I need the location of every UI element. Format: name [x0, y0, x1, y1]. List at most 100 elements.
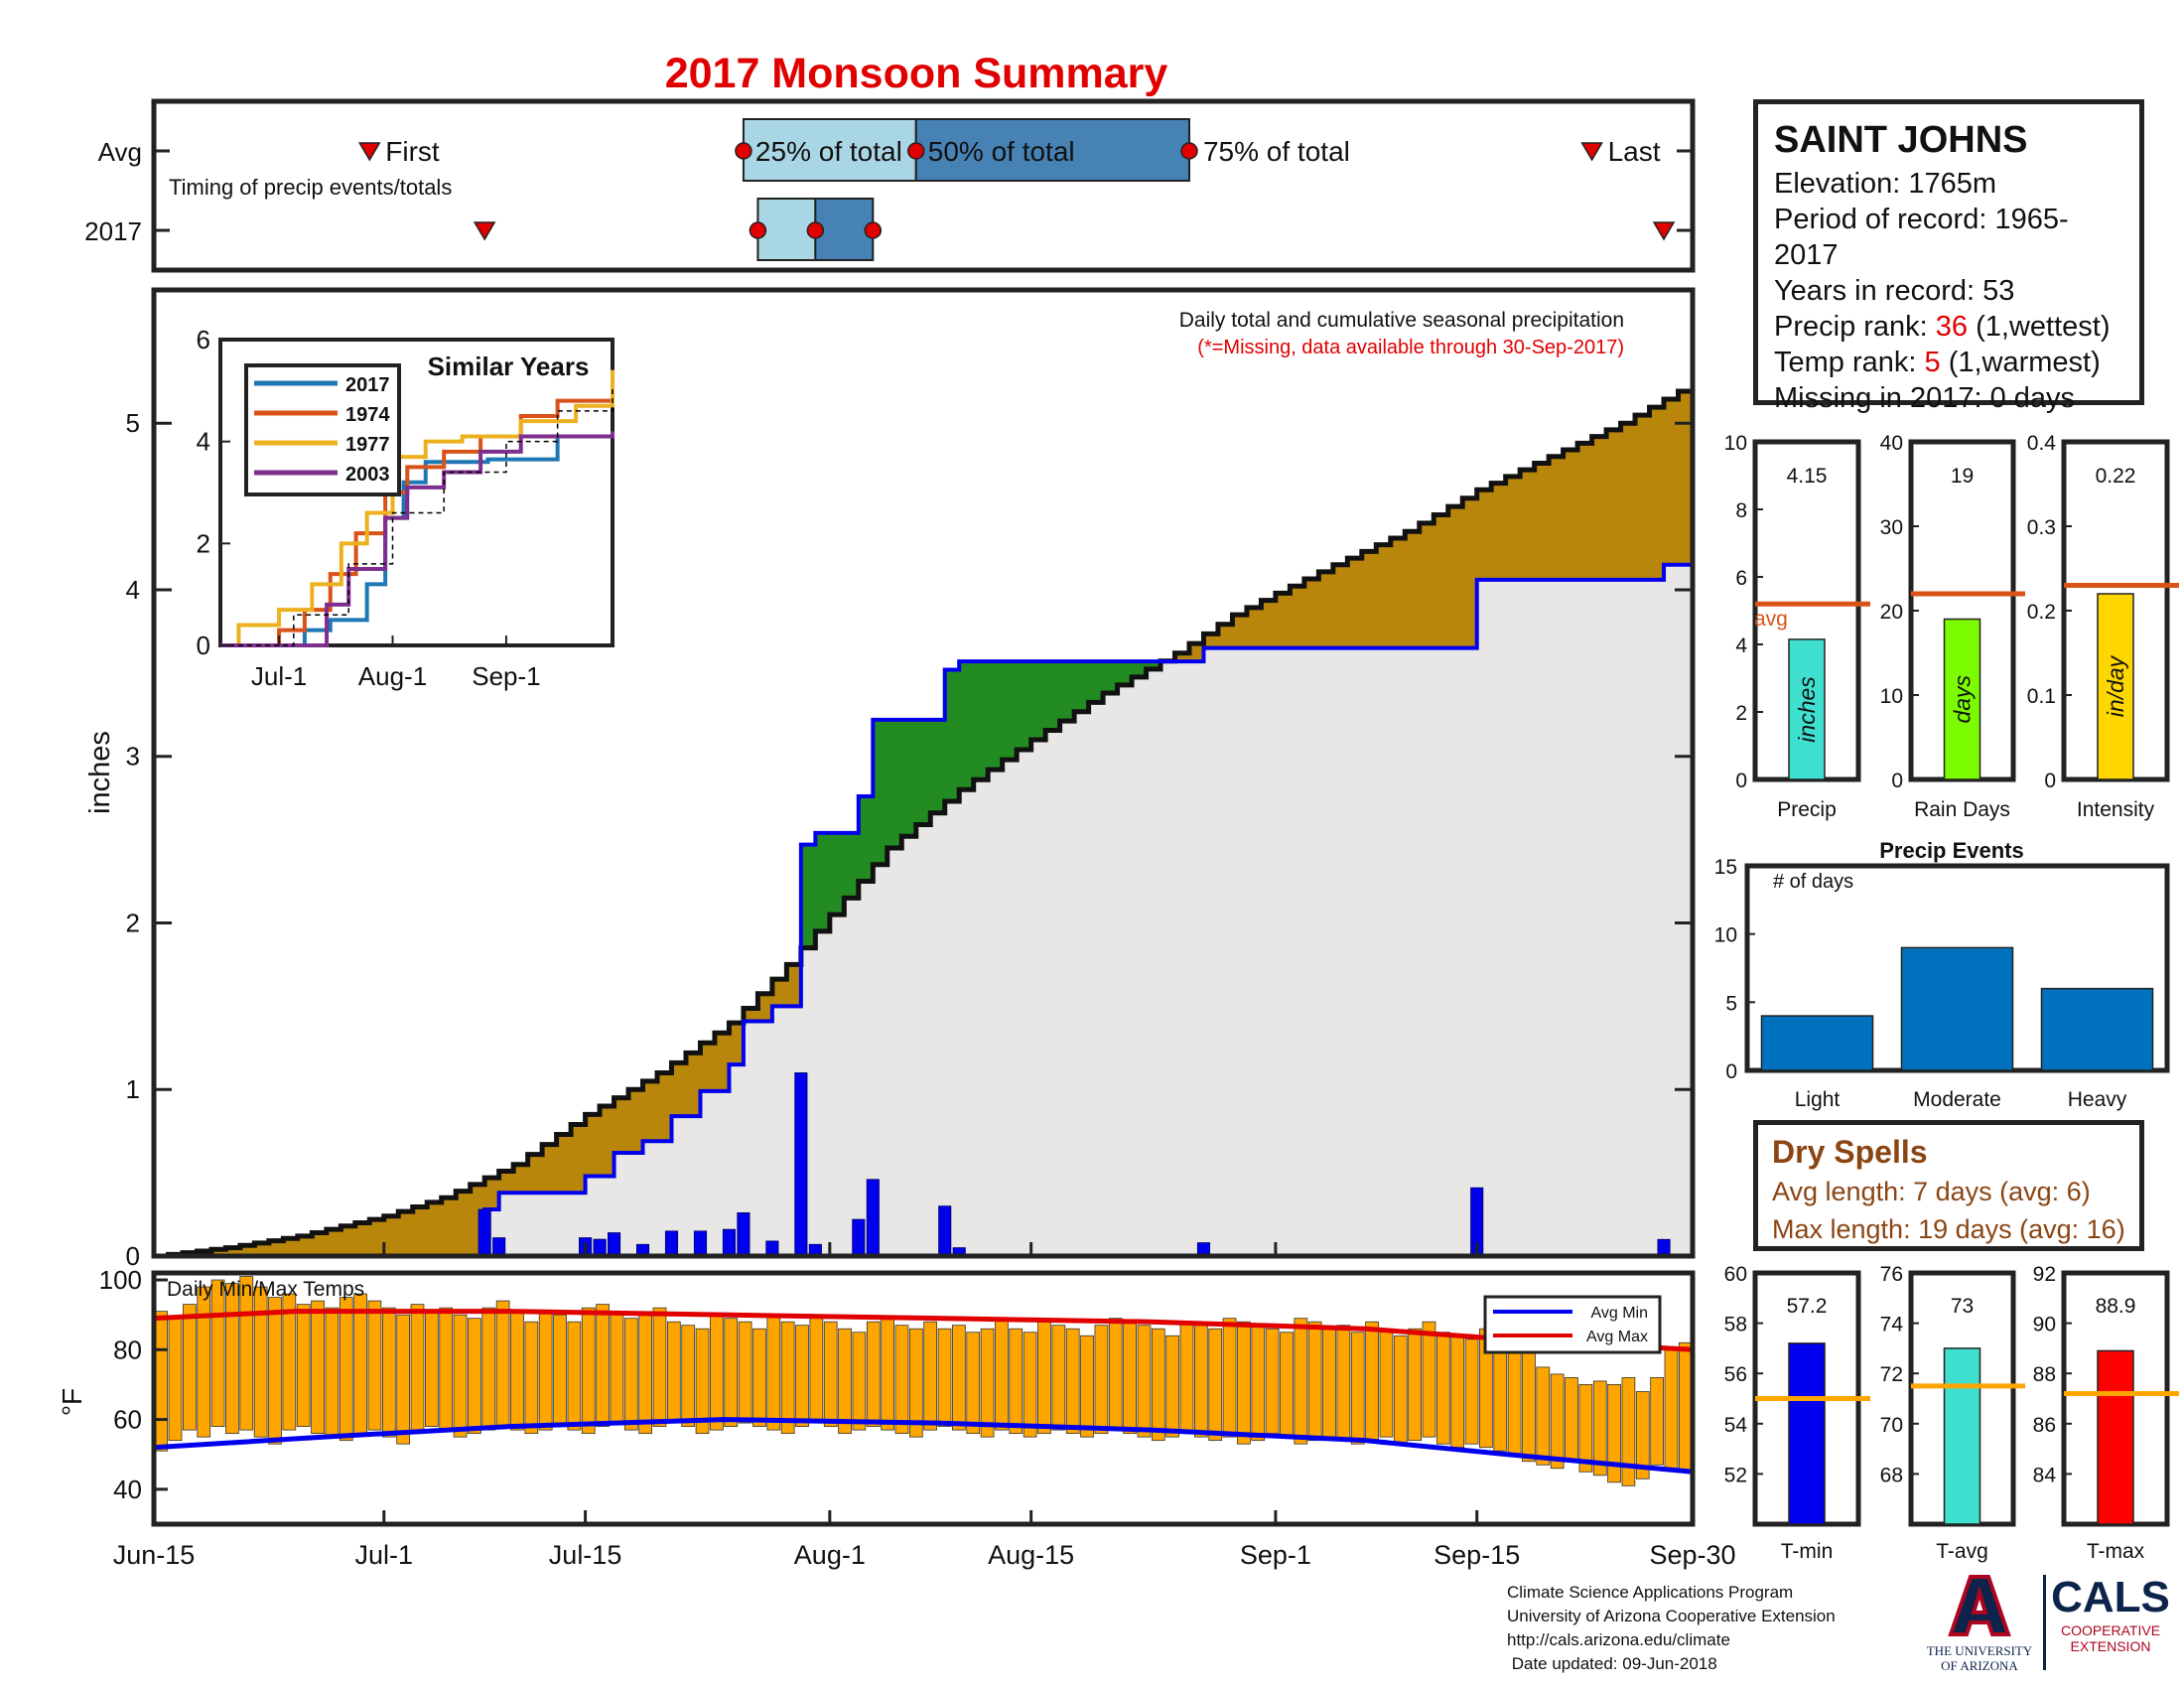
pct50-label: 50% of total — [928, 136, 1075, 167]
ua-text-2: OF ARIZONA — [1941, 1658, 2018, 1673]
dry-spells-max: Max length: 19 days (avg: 16) — [1772, 1214, 2125, 1244]
daily-temp-bar — [838, 1328, 852, 1435]
cumulative-precip-panel: 0 1 2 3 4 5 inches Daily total and cumulative s… — [84, 287, 1696, 1271]
main-header: Daily total and cumulative seasonal prec… — [1179, 309, 1624, 332]
tsum-category-label: T-min — [1781, 1540, 1834, 1563]
daily-temp-bar — [1294, 1318, 1308, 1445]
daily-temp-bar — [766, 1314, 781, 1431]
tsum-value-label: 73 — [1951, 1295, 1974, 1318]
daily-temp-bar — [339, 1297, 353, 1442]
avg-first-marker — [357, 142, 381, 162]
daily-precip-bar — [492, 1237, 506, 1257]
tsum-ytick-label: 86 — [2033, 1414, 2056, 1437]
daily-temp-bar — [1464, 1338, 1479, 1445]
years-label: Years in record: 53 — [1774, 275, 2015, 307]
date-xtick-label: Jun-15 — [113, 1540, 196, 1570]
dry-spells-box: Dry Spells Avg length: 7 days (avg: 6) M… — [1753, 1120, 2144, 1251]
avg-box-25-50 — [742, 118, 917, 182]
inset-legend-label: 1974 — [345, 404, 390, 426]
daily-temp-bar — [183, 1304, 197, 1431]
daily-precip-bar — [866, 1179, 880, 1257]
daily-temp-bar — [1379, 1328, 1394, 1438]
pct75-label: 75% of total — [1203, 136, 1350, 167]
temp-rank-suffix: (1,warmest) — [1940, 347, 2101, 378]
daily-temp-bar — [311, 1300, 325, 1435]
daily-temp-bar — [1307, 1321, 1322, 1442]
mini-value-label: 0.22 — [2096, 465, 2136, 488]
daily-temp-bar — [710, 1314, 724, 1431]
cumulative-2017-line — [154, 562, 1693, 1258]
daily-temp-bar — [495, 1300, 510, 1428]
tsum-ytick-label: 54 — [1724, 1414, 1748, 1437]
daily-temp-bar — [1678, 1341, 1693, 1473]
daily-temp-bar — [1578, 1384, 1593, 1473]
daily-temp-bar — [282, 1293, 297, 1431]
tsum-value-bar-2 — [2097, 1349, 2134, 1525]
daily-temp-bar — [1650, 1377, 1664, 1466]
event-category-label: Moderate — [1913, 1088, 2001, 1111]
daily-precip-bar — [1657, 1238, 1671, 1257]
avg-last-marker — [1580, 142, 1603, 162]
daily-temp-bar — [381, 1307, 396, 1438]
daily-temp-bar — [596, 1304, 610, 1428]
daily-temp-bar — [1208, 1328, 1223, 1442]
mini-ytick-label: 0.1 — [2027, 685, 2056, 708]
daily-precip-bar — [737, 1211, 751, 1257]
daily-temp-bar — [1507, 1341, 1522, 1456]
daily-precip-bar — [664, 1230, 679, 1257]
main-ytick-label: 2 — [126, 908, 140, 937]
daily-temp-bar — [980, 1328, 995, 1438]
daily-temp-bar — [1065, 1328, 1080, 1435]
mini-ytick-label: 30 — [1880, 516, 1903, 539]
mini-value-label: 19 — [1951, 465, 1974, 488]
2017-p25-marker — [749, 221, 767, 239]
avg-p50-marker — [907, 142, 925, 160]
inset-xtick-label: Sep-1 — [472, 661, 540, 691]
mini-ytick-label: 10 — [1724, 432, 1747, 455]
mini-ytick-label: 4 — [1735, 634, 1747, 657]
mini-ytick-label: 8 — [1735, 499, 1747, 522]
footer-url[interactable]: http://cals.arizona.edu/climate — [1507, 1630, 1730, 1649]
mini-category-label: Rain Days — [1914, 798, 2010, 821]
temp-panel-label: Daily Min/Max Temps — [167, 1278, 364, 1301]
mini-ytick-label: 0.4 — [2027, 432, 2057, 455]
date-xtick-label: Sep-1 — [1240, 1540, 1311, 1570]
daily-temp-bar — [1165, 1335, 1180, 1438]
daily-temp-bar — [823, 1321, 838, 1428]
daily-precip-bar — [593, 1238, 607, 1257]
tsum-value-label: 88.9 — [2096, 1295, 2136, 1318]
daily-temp-bar — [923, 1321, 938, 1431]
mini-value-bar-2 — [2097, 593, 2134, 780]
daily-temp-bar — [1280, 1332, 1294, 1438]
daily-temp-bar — [1408, 1328, 1422, 1442]
daily-temp-bar — [610, 1311, 624, 1424]
inset-xtick-label: Aug-1 — [358, 661, 427, 691]
common-area — [154, 564, 1693, 1256]
mini-ytick-label: 0.2 — [2027, 601, 2056, 624]
mini-ytick-label: 0.3 — [2027, 516, 2056, 539]
cals-logo[interactable]: CALS COOPERATIVE EXTENSION — [2051, 1573, 2170, 1654]
logo-divider — [2043, 1575, 2046, 1670]
daily-precip-bar — [722, 1228, 736, 1257]
daily-temp-bar — [1365, 1321, 1379, 1442]
mini-unit-label: in/day — [2103, 654, 2128, 717]
inset-ytick-label: 6 — [197, 325, 210, 354]
tsum-value-label: 57.2 — [1787, 1295, 1828, 1318]
daily-temp-bar — [780, 1321, 795, 1435]
daily-precip-bar — [794, 1072, 808, 1257]
daily-temp-bar — [1108, 1318, 1123, 1431]
daily-temp-bar — [439, 1307, 454, 1431]
daily-temp-bar — [1350, 1332, 1365, 1445]
mini-ytick-label: 2 — [1735, 702, 1747, 725]
tsum-ytick-label: 52 — [1724, 1464, 1747, 1486]
first-label: First — [385, 136, 440, 167]
temp-legend-box — [1483, 1295, 1662, 1354]
university-of-arizona-logo[interactable]: THE UNIVERSITY OF ARIZONA — [1920, 1573, 2039, 1673]
cals-text-2: EXTENSION — [2070, 1638, 2151, 1654]
daily-temp-bar — [952, 1325, 966, 1431]
timing-caption: Timing of precip events/totals — [169, 175, 452, 200]
tsum-ytick-label: 58 — [1724, 1314, 1747, 1336]
daily-precip-bar — [852, 1218, 866, 1257]
2017-box-25-50 — [756, 198, 817, 261]
tsum-ytick-label: 92 — [2033, 1263, 2056, 1286]
